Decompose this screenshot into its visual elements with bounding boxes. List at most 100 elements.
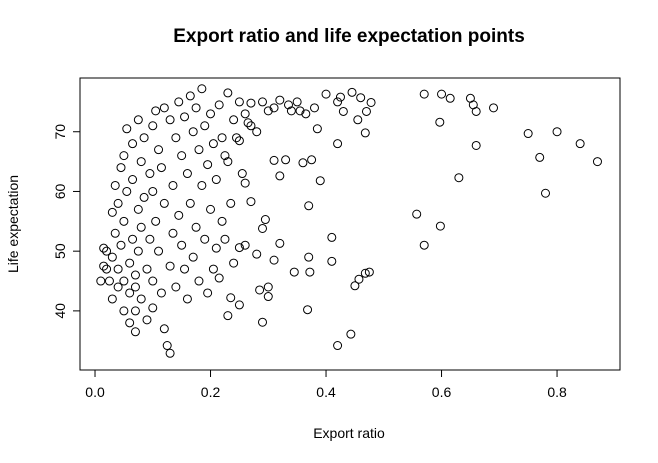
chart-title: Export ratio and life expectation points xyxy=(173,26,525,47)
point xyxy=(206,204,216,214)
y-tick-label: 40 xyxy=(52,303,68,319)
point xyxy=(148,121,158,131)
point xyxy=(258,317,268,327)
point xyxy=(119,151,129,161)
point xyxy=(289,267,299,277)
point xyxy=(275,95,285,105)
point xyxy=(136,222,146,232)
point xyxy=(229,258,239,268)
point xyxy=(234,97,244,107)
point xyxy=(185,198,195,208)
point xyxy=(252,127,262,137)
x-axis-title: Export ratio xyxy=(313,425,385,441)
point xyxy=(364,267,374,277)
point xyxy=(156,288,166,298)
y-tick-label: 70 xyxy=(52,124,68,140)
point xyxy=(116,163,126,173)
point xyxy=(540,188,550,198)
point xyxy=(200,121,210,131)
point xyxy=(246,98,256,108)
point xyxy=(234,136,244,146)
point xyxy=(156,163,166,173)
point xyxy=(220,234,230,244)
point xyxy=(110,228,120,238)
point xyxy=(552,127,562,137)
x-tick-label: 0.2 xyxy=(201,384,221,400)
point xyxy=(592,157,602,167)
point xyxy=(263,292,273,302)
point xyxy=(142,315,152,325)
point xyxy=(269,103,279,113)
point xyxy=(214,273,224,283)
point xyxy=(321,89,331,99)
point xyxy=(454,173,464,183)
point xyxy=(246,121,256,131)
point xyxy=(356,93,366,103)
y-tick-label: 60 xyxy=(52,183,68,199)
point xyxy=(142,264,152,274)
point xyxy=(240,109,250,119)
point xyxy=(96,276,106,286)
point xyxy=(445,93,455,103)
point xyxy=(234,300,244,310)
point xyxy=(110,180,120,190)
point xyxy=(174,210,184,220)
point xyxy=(165,261,175,271)
point xyxy=(269,255,279,265)
x-tick-label: 0.6 xyxy=(432,384,452,400)
point xyxy=(200,234,210,244)
point xyxy=(171,133,181,143)
point xyxy=(307,155,317,165)
point xyxy=(412,209,422,219)
point xyxy=(361,106,371,116)
point xyxy=(263,106,273,116)
point xyxy=(185,91,195,101)
point xyxy=(125,318,135,328)
point xyxy=(304,252,314,262)
point xyxy=(113,198,123,208)
point xyxy=(203,160,213,170)
point xyxy=(211,175,221,185)
point xyxy=(128,139,138,149)
point xyxy=(102,264,112,274)
point xyxy=(145,169,155,179)
point xyxy=(119,216,129,226)
point xyxy=(177,240,187,250)
point xyxy=(471,140,481,150)
point xyxy=(99,243,109,253)
y-tick-label: 50 xyxy=(52,243,68,259)
point xyxy=(240,240,250,250)
point xyxy=(347,87,357,97)
point xyxy=(125,288,135,298)
point xyxy=(206,109,216,119)
point xyxy=(263,282,273,292)
point xyxy=(165,115,175,125)
point xyxy=(217,216,227,226)
point xyxy=(246,197,256,207)
point xyxy=(151,106,161,116)
point xyxy=(360,128,370,138)
point xyxy=(366,97,376,107)
point xyxy=(119,306,129,316)
point xyxy=(338,106,348,116)
point xyxy=(182,294,192,304)
point xyxy=(260,215,270,225)
point xyxy=(182,169,192,179)
point xyxy=(353,115,363,125)
point xyxy=(154,145,164,155)
point xyxy=(194,276,204,286)
point xyxy=(346,329,356,339)
point xyxy=(229,115,239,125)
point xyxy=(535,152,545,162)
point xyxy=(171,282,181,292)
point xyxy=(275,171,285,181)
point xyxy=(217,133,227,143)
x-tick-label: 0.8 xyxy=(547,384,567,400)
point xyxy=(148,186,158,196)
point xyxy=(194,145,204,155)
point xyxy=(234,243,244,253)
point xyxy=(197,180,207,190)
point xyxy=(177,151,187,161)
